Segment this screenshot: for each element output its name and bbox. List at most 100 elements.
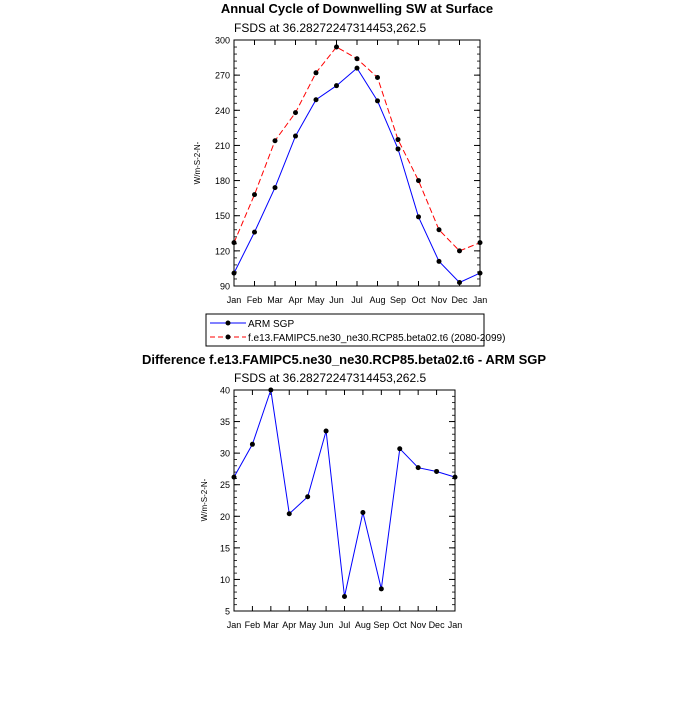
chart1-series-0-point (375, 98, 380, 104)
chart2-x-tick-label: Feb (245, 620, 261, 630)
chart2-title: Difference f.e13.FAMIPC5.ne30_ne30.RCP85… (142, 352, 546, 367)
chart2-series-0-point (286, 511, 292, 517)
legend-marker-arm-sgp (225, 320, 231, 326)
chart1-series-1-point (457, 248, 462, 254)
chart2-x-tick-label: Jul (339, 620, 351, 630)
chart1-x-tick-label: Nov (431, 295, 448, 305)
chart1-x-tick-label: Jun (329, 295, 344, 305)
chart1-series-0-point (477, 270, 483, 276)
chart1-y-tick-label: 180 (215, 176, 230, 186)
chart1-x-tick-label: May (307, 295, 325, 305)
chart1-series-1-point (272, 138, 278, 144)
chart2-y-tick-label: 10 (220, 575, 230, 585)
chart1-series-0-line (233, 67, 481, 284)
chart1-series-1-point (395, 137, 401, 143)
chart2-series-0-point (397, 446, 403, 452)
chart1-y-tick-label: 300 (215, 36, 230, 46)
chart2-x-tick-label: May (299, 620, 317, 630)
chart1-series-1-point (375, 74, 380, 80)
difference-chart: Difference f.e13.FAMIPC5.ne30_ne30.RCP85… (142, 352, 546, 630)
chart2-x-tick-label: Oct (393, 620, 408, 630)
chart2-x-tick-label: Aug (355, 620, 371, 630)
chart2-series-0-point (323, 428, 329, 434)
chart1-series-0-point (416, 214, 421, 220)
chart1-series-0-point (252, 229, 257, 235)
chart2-y-tick-label: 40 (220, 386, 230, 396)
chart1-series-0-point (395, 146, 401, 152)
chart1-y-tick-label: 120 (215, 246, 230, 256)
chart2-x-tick-label: Apr (282, 620, 296, 630)
chart2-y-tick-label: 15 (220, 543, 230, 553)
chart2-series-0-point (342, 593, 347, 599)
chart2-y-axis-label: W/m-S-2-N- (200, 478, 209, 521)
chart1-series-0-point (334, 83, 339, 89)
chart1-y-tick-label: 90 (220, 282, 230, 292)
chart1-x-tick-label: Feb (247, 295, 263, 305)
chart2-series-0-point (231, 474, 237, 480)
chart1-y-tick-label: 240 (215, 106, 230, 116)
chart1-series-0-point (436, 258, 442, 264)
chart1-x-tick-label: Apr (288, 295, 302, 305)
chart1-series-1-line (233, 46, 481, 252)
chart1-series-0-point (354, 65, 360, 71)
legend-marker-model (225, 334, 231, 340)
chart2-series-0-point (305, 494, 311, 500)
chart1-plot-frame (233, 39, 481, 287)
chart2-y-tick-label: 20 (220, 512, 230, 522)
chart2-series-0-point (434, 468, 440, 474)
chart1-legend: ARM SGP f.e13.FAMIPC5.ne30_ne30.RCP85.be… (205, 313, 505, 347)
chart1-subtitle: FSDS at 36.28272247314453,262.5 (234, 21, 426, 35)
chart2-x-tick-label: Dec (429, 620, 446, 630)
chart1-y-axis-label: W/m-S-2-N- (193, 141, 202, 184)
chart2-y-tick-label: 5 (225, 607, 230, 617)
chart2-x-tick-label: Jan (448, 620, 463, 630)
chart2-series-0-point (415, 465, 421, 471)
chart2-subtitle: FSDS at 36.28272247314453,262.5 (234, 371, 426, 385)
chart2-x-tick-label: Nov (410, 620, 427, 630)
chart1-series-1-point (313, 70, 319, 76)
chart2-x-tick-label: Jun (319, 620, 334, 630)
chart2-plot-frame (233, 389, 456, 612)
chart1-y-tick-label: 270 (215, 71, 230, 81)
chart1-series-0-point (272, 185, 278, 191)
chart2-x-tick-label: Mar (263, 620, 279, 630)
chart1-series-1-point (334, 44, 339, 50)
chart1-series-0-point (231, 270, 237, 276)
chart2-series-0-line (233, 389, 456, 597)
chart2-y-tick-label: 25 (220, 480, 230, 490)
chart2-x-tick-label: Sep (373, 620, 389, 630)
chart1-series-1-point (354, 56, 360, 62)
chart1-series-1-point (231, 240, 237, 246)
chart1-series-1-point (293, 110, 298, 116)
chart1-title: Annual Cycle of Downwelling SW at Surfac… (221, 1, 493, 16)
chart1-series-1-point (252, 192, 257, 198)
legend-label-model: f.e13.FAMIPC5.ne30_ne30.RCP85.beta02.t6 … (248, 333, 505, 344)
chart2-y-tick-label: 35 (220, 417, 230, 427)
chart2-series-0-point (249, 441, 255, 447)
chart1-x-tick-label: Aug (369, 295, 385, 305)
chart1-series-1-point (416, 178, 421, 184)
chart2-series-0-point (268, 387, 274, 393)
chart1-series-0-point (293, 133, 298, 139)
legend-box (205, 313, 485, 347)
chart1-x-tick-label: Mar (267, 295, 283, 305)
chart1-series-1-point (436, 227, 442, 233)
chart1-series-1-point (477, 240, 483, 246)
chart1-x-tick-label: Oct (411, 295, 426, 305)
chart1-y-tick-label: 210 (215, 141, 230, 151)
chart1-x-tick-label: Dec (451, 295, 468, 305)
chart1-y-tick-label: 150 (215, 211, 230, 221)
chart2-series-0-point (360, 509, 366, 515)
chart1-series-0-point (313, 97, 319, 103)
chart1-x-tick-label: Jan (473, 295, 488, 305)
chart1-series-0-point (457, 279, 462, 285)
chart2-series-0-point (378, 586, 384, 592)
chart2-series-0-point (452, 474, 458, 480)
chart2-y-tick-label: 30 (220, 449, 230, 459)
chart1-x-tick-label: Jan (227, 295, 242, 305)
chart2-x-tick-label: Jan (227, 620, 242, 630)
chart1-x-tick-label: Sep (390, 295, 406, 305)
chart1-x-tick-label: Jul (351, 295, 363, 305)
legend-label-arm-sgp: ARM SGP (248, 319, 294, 330)
